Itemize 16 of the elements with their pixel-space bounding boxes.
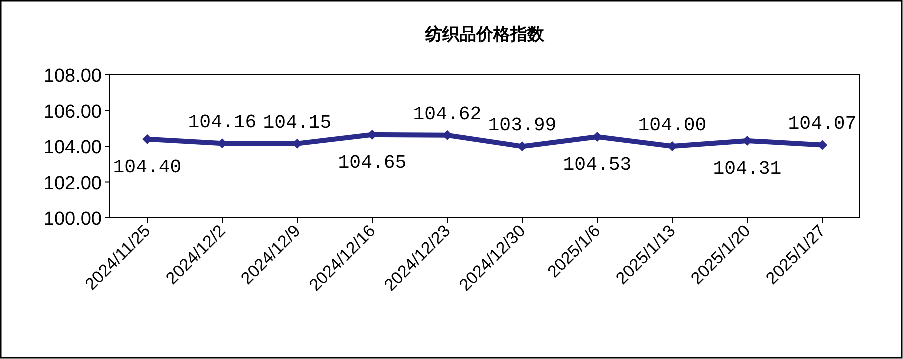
data-label: 104.40 <box>113 156 182 178</box>
y-tick-label: 106.00 <box>44 102 102 123</box>
data-label: 104.07 <box>788 113 857 136</box>
data-label: 104.65 <box>338 152 407 174</box>
data-label: 103.99 <box>488 114 557 137</box>
y-tick-label: 108.00 <box>44 66 102 87</box>
chart-title: 纺织品价格指数 <box>424 25 546 45</box>
data-label: 104.53 <box>563 154 632 176</box>
y-tick-label: 104.00 <box>44 138 102 158</box>
y-tick-label: 100.00 <box>44 209 102 230</box>
data-label: 104.16 <box>188 112 257 134</box>
data-label: 104.15 <box>263 112 332 134</box>
data-label: 104.00 <box>638 114 707 136</box>
data-label: 104.62 <box>413 103 482 126</box>
y-tick-label: 102.00 <box>44 173 102 194</box>
data-label: 104.31 <box>713 158 782 180</box>
